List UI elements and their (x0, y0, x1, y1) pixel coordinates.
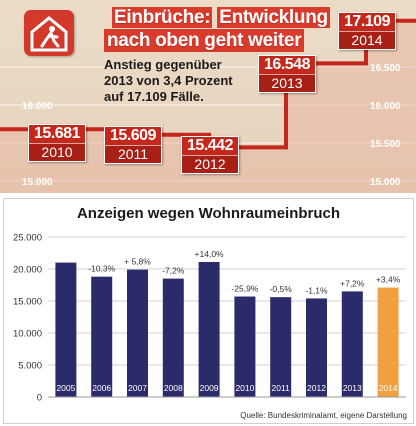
x-tick-label: 2007 (128, 383, 147, 393)
x-tick-label: 2005 (56, 383, 75, 393)
bar-2011 (270, 297, 292, 397)
value-label: 15.681 (34, 125, 80, 142)
y-tick-label: 15.000 (13, 297, 42, 308)
bar-2013 (341, 291, 363, 397)
change-label: -10,3% (88, 264, 115, 274)
change-label: + 5,8% (124, 257, 151, 267)
y-tick-label: 20.000 (13, 265, 42, 276)
bar-2014 (377, 287, 399, 397)
x-tick-label: 2010 (235, 383, 254, 393)
bar-2008 (162, 278, 184, 397)
burglar-house-icon (24, 10, 74, 56)
change-label: -0,5% (270, 284, 293, 294)
grid-label: 16.000 (370, 101, 401, 112)
headline-rest: Entwicklung (217, 7, 330, 28)
year-label: 2013 (259, 74, 315, 92)
change-label: -25,9% (231, 284, 258, 294)
grid-label: 16.500 (370, 63, 401, 74)
x-tick-label: 2012 (307, 383, 326, 393)
year-label: 2010 (29, 143, 85, 161)
value-box-2014: 17.109 2014 (338, 12, 396, 50)
y-tick-label: 25.000 (13, 233, 42, 244)
grid-label: 15.000 (22, 177, 53, 188)
value-label: 17.109 (344, 13, 390, 30)
newspaper-infographic: Einbrüche: Entwicklung nach oben geht we… (0, 0, 416, 193)
bar-2010 (234, 296, 256, 397)
value-box-2012: 15.442 2012 (181, 136, 239, 174)
change-label: -7,2% (162, 266, 185, 276)
value-label: 16.548 (264, 56, 310, 73)
x-tick-label: 2014 (379, 383, 398, 393)
grid-label: 15.000 (370, 177, 401, 188)
bar-2009 (198, 261, 220, 397)
headline-keyword: Einbrüche: (112, 7, 213, 28)
x-tick-label: 2011 (272, 383, 291, 393)
x-tick-label: 2009 (200, 383, 219, 393)
chart-title: Anzeigen wegen Wohnraumeinbruch (76, 205, 341, 222)
bar-2007 (127, 269, 148, 397)
year-label: 2011 (105, 145, 161, 163)
source-note: Quelle: Bundeskriminalamt, eigene Darste… (240, 411, 407, 420)
headline: Einbrüche: Entwicklung (112, 6, 330, 29)
value-label: 15.442 (187, 137, 233, 154)
change-label: +3,4% (376, 275, 401, 285)
change-label: +14,0% (195, 249, 225, 259)
year-label: 2012 (182, 155, 238, 173)
y-tick-label: 10.000 (13, 329, 42, 340)
bar-chart: 0 5.000 10.000 15.000 20.000 25.000 2005 2006 -1… (13, 233, 406, 404)
x-tick-label: 2013 (343, 383, 362, 393)
subtext: Anstieg gegenüber 2013 von 3,4 Prozent a… (104, 57, 233, 104)
value-box-2011: 15.609 2011 (104, 126, 162, 164)
y-tick-label: 5.000 (18, 361, 42, 372)
x-tick-label: 2006 (92, 383, 111, 393)
headline-line2: nach oben geht weiter (104, 29, 305, 52)
grid-label: 16.000 (22, 101, 53, 112)
value-box-2010: 15.681 2010 (28, 124, 86, 162)
bar-2012 (306, 298, 327, 397)
value-label: 15.609 (110, 127, 156, 144)
change-label: -1,1% (305, 285, 328, 295)
y-tick-label: 0 (37, 393, 42, 404)
year-label: 2014 (339, 31, 395, 49)
x-tick-label: 2008 (164, 383, 183, 393)
bar-2006 (91, 276, 113, 397)
bar-chart-panel: Anzeigen wegen Wohnraumeinbruch 0 5.000 10… (3, 198, 414, 424)
bar-2005 (55, 262, 77, 397)
grid-label: 15.500 (370, 139, 401, 150)
value-box-2013: 16.548 2013 (258, 55, 316, 93)
change-label: +7,2% (340, 278, 365, 288)
